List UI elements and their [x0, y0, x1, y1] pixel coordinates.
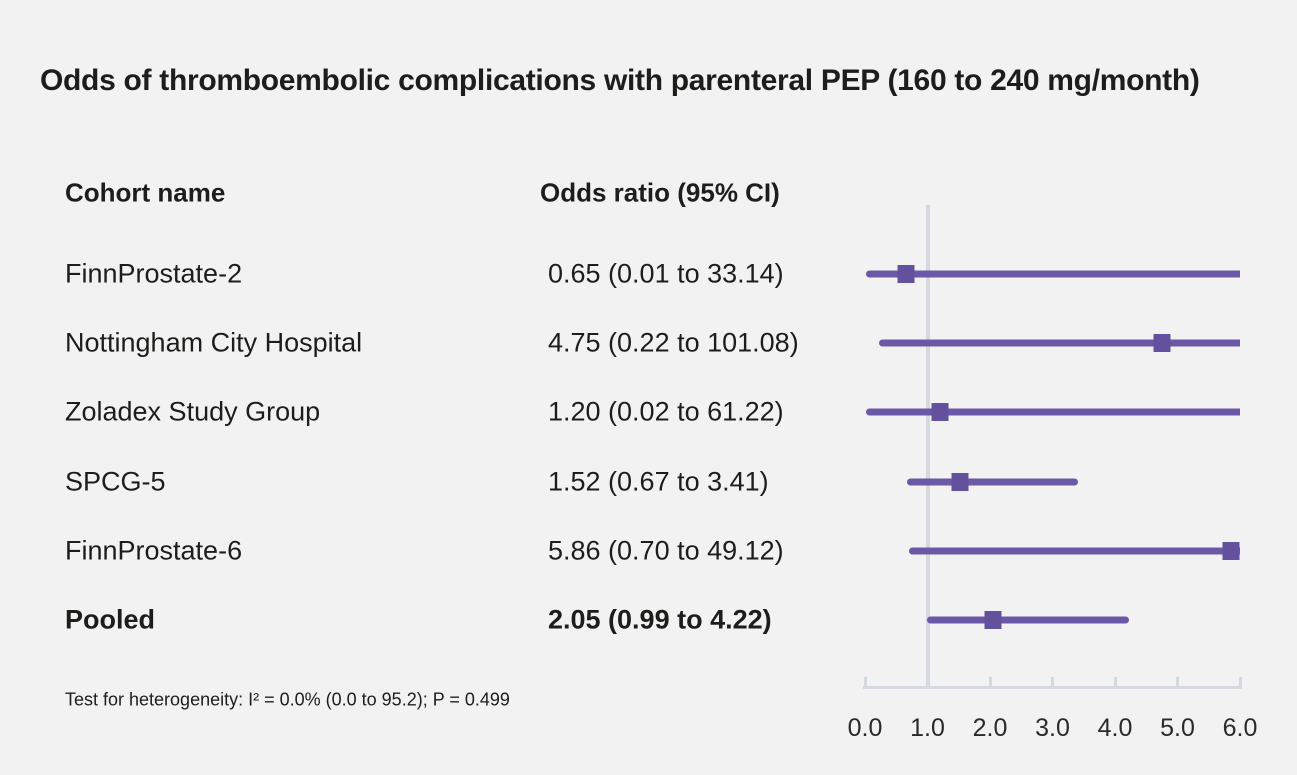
odds-ratio-value: 4.75 (0.22 to 101.08): [548, 327, 799, 358]
odds-ratio-value: 1.52 (0.67 to 3.41): [548, 466, 769, 497]
cohort-name-label: FinnProstate-6: [65, 535, 243, 566]
cohort-name-label: Pooled: [65, 604, 156, 635]
column-header-odds-ratio: Odds ratio (95% CI): [540, 177, 780, 208]
odds-ratio-marker: [897, 265, 915, 283]
x-axis-tick-label: 2.0: [972, 714, 1008, 742]
x-axis-tick-label: 0.0: [847, 714, 883, 742]
odds-ratio-value: 5.86 (0.70 to 49.12): [548, 535, 784, 566]
x-axis-tick-label: 5.0: [1160, 714, 1195, 742]
cohort-name-label: Zoladex Study Group: [65, 396, 321, 427]
confidence-interval-line: [866, 408, 1240, 416]
reference-line-or-1: [925, 205, 930, 689]
x-axis-tick: [1238, 677, 1242, 686]
odds-ratio-marker: [951, 472, 969, 491]
x-axis-tick: [988, 677, 992, 686]
cohort-name-label: Nottingham City Hospital: [65, 327, 363, 358]
x-axis-tick: [926, 677, 929, 686]
figure-title: Odds of thromboembolic complications wit…: [40, 64, 1200, 97]
x-axis-tick: [1051, 677, 1054, 686]
column-header-cohort-name: Cohort name: [65, 177, 226, 208]
odds-ratio-marker: [984, 611, 1002, 629]
odds-ratio-marker: [931, 403, 949, 422]
odds-ratio-value: 2.05 (0.99 to 4.22): [548, 604, 772, 635]
confidence-interval-line: [878, 339, 1240, 347]
odds-ratio-value: 0.65 (0.01 to 33.14): [548, 258, 784, 289]
heterogeneity-footnote: Test for heterogeneity: I² = 0.0% (0.0 t…: [65, 689, 510, 710]
odds-ratio-marker: [1153, 334, 1171, 353]
confidence-interval-line: [926, 616, 1129, 624]
x-axis-tick-label: 4.0: [1097, 714, 1133, 742]
confidence-interval-line: [906, 478, 1079, 486]
x-axis-line: [863, 686, 1242, 689]
x-axis-tick-label: 1.0: [910, 714, 945, 742]
odds-ratio-value: 1.20 (0.02 to 61.22): [548, 396, 784, 427]
x-axis-tick-label: 6.0: [1222, 714, 1258, 742]
cohort-name-label: SPCG-5: [65, 466, 166, 497]
confidence-interval-line: [865, 270, 1240, 278]
cohort-name-label: FinnProstate-2: [65, 258, 243, 289]
odds-ratio-marker: [1222, 541, 1240, 560]
x-axis-tick: [1176, 677, 1179, 686]
x-axis-tick: [1113, 677, 1117, 686]
x-axis-tick: [863, 677, 867, 686]
x-axis-tick-label: 3.0: [1035, 714, 1070, 742]
confidence-interval-line: [908, 547, 1240, 555]
